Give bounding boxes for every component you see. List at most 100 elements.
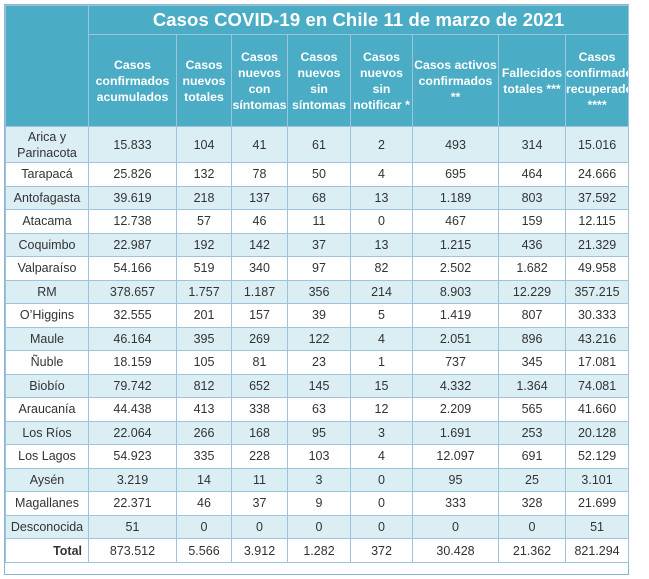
value-cell: 46 <box>231 209 288 234</box>
corner-cell <box>5 5 89 127</box>
region-name-cell: O’Higgins <box>5 303 89 328</box>
value-cell: 37 <box>231 491 288 516</box>
page-scroll-area <box>630 0 649 579</box>
total-value-cell: 821.294 <box>564 538 630 563</box>
value-cell: 15.016 <box>564 126 630 163</box>
value-cell: 18.159 <box>88 350 177 375</box>
value-cell: 145 <box>287 373 351 398</box>
value-cell: 652 <box>231 373 288 398</box>
value-cell: 8.903 <box>412 279 499 304</box>
value-cell: 896 <box>498 326 566 351</box>
value-cell: 21.699 <box>564 491 630 516</box>
region-name-cell: Biobío <box>5 373 89 398</box>
value-cell: 328 <box>498 491 566 516</box>
table-row: RM 378.657 1.757 1.187 356 214 8.903 12.229 357.… <box>5 279 630 304</box>
value-cell: 74.081 <box>564 373 630 398</box>
value-cell: 57 <box>176 209 232 234</box>
region-name-cell: Arica y Parinacota <box>5 126 89 163</box>
table-row: Antofagasta 39.619 218 137 68 13 1.189 803 37.59… <box>5 185 630 210</box>
value-cell: 2.502 <box>412 256 499 281</box>
value-cell: 3.101 <box>564 467 630 492</box>
column-header: Casos confirmados recuperados **** <box>564 34 630 127</box>
value-cell: 2.209 <box>412 397 499 422</box>
value-cell: 357.215 <box>564 279 630 304</box>
value-cell: 39 <box>287 303 351 328</box>
value-cell: 228 <box>231 444 288 469</box>
region-name-cell: RM <box>5 279 89 304</box>
value-cell: 25.826 <box>88 162 177 187</box>
value-cell: 0 <box>350 491 413 516</box>
value-cell: 4 <box>350 326 413 351</box>
value-cell: 12.738 <box>88 209 177 234</box>
value-cell: 54.166 <box>88 256 177 281</box>
table-row: Magallanes 22.371 46 37 9 0 333 328 21.699 <box>5 491 630 516</box>
value-cell: 168 <box>231 420 288 445</box>
value-cell: 1.419 <box>412 303 499 328</box>
value-cell: 253 <box>498 420 566 445</box>
region-name-cell: Coquimbo <box>5 232 89 257</box>
value-cell: 46 <box>176 491 232 516</box>
value-cell: 691 <box>498 444 566 469</box>
value-cell: 78 <box>231 162 288 187</box>
value-cell: 12 <box>350 397 413 422</box>
value-cell: 97 <box>287 256 351 281</box>
value-cell: 12.115 <box>564 209 630 234</box>
value-cell: 41 <box>231 126 288 163</box>
total-value-cell: 372 <box>350 538 413 563</box>
value-cell: 0 <box>176 514 232 539</box>
value-cell: 12.229 <box>498 279 566 304</box>
value-cell: 201 <box>176 303 232 328</box>
value-cell: 5 <box>350 303 413 328</box>
table-row: O’Higgins 32.555 201 157 39 5 1.419 807 30.333 <box>5 303 630 328</box>
value-cell: 43.216 <box>564 326 630 351</box>
value-cell: 0 <box>231 514 288 539</box>
value-cell: 157 <box>231 303 288 328</box>
value-cell: 436 <box>498 232 566 257</box>
value-cell: 1.757 <box>176 279 232 304</box>
value-cell: 0 <box>350 514 413 539</box>
table-row: Los Ríos 22.064 266 168 95 3 1.691 253 20.128 <box>5 420 630 445</box>
value-cell: 1 <box>350 350 413 375</box>
value-cell: 79.742 <box>88 373 177 398</box>
table-title: Casos COVID-19 en Chile 11 de marzo de 2… <box>87 5 630 35</box>
value-cell: 3 <box>350 420 413 445</box>
value-cell: 467 <box>412 209 499 234</box>
value-cell: 95 <box>412 467 499 492</box>
value-cell: 105 <box>176 350 232 375</box>
value-cell: 142 <box>231 232 288 257</box>
region-name-cell: Desconocida <box>5 514 89 539</box>
region-name-cell: Valparaíso <box>5 256 89 281</box>
covid-table-container: Casos COVID-19 en Chile 11 de marzo de 2… <box>4 4 630 575</box>
value-cell: 0 <box>287 514 351 539</box>
value-cell: 314 <box>498 126 566 163</box>
table-row: Araucanía 44.438 413 338 63 12 2.209 565 41.660 <box>5 397 630 422</box>
value-cell: 44.438 <box>88 397 177 422</box>
table-row: Tarapacá 25.826 132 78 50 4 695 464 24.666 <box>5 162 630 187</box>
value-cell: 68 <box>287 185 351 210</box>
value-cell: 14 <box>176 467 232 492</box>
value-cell: 37 <box>287 232 351 257</box>
value-cell: 50 <box>287 162 351 187</box>
value-cell: 4 <box>350 162 413 187</box>
table-body: Arica y Parinacota 15.833 104 41 61 2 493 314 15… <box>5 126 630 563</box>
value-cell: 0 <box>498 514 566 539</box>
value-cell: 9 <box>287 491 351 516</box>
value-cell: 81 <box>231 350 288 375</box>
value-cell: 23 <box>287 350 351 375</box>
value-cell: 1.364 <box>498 373 566 398</box>
value-cell: 737 <box>412 350 499 375</box>
region-name-cell: Maule <box>5 326 89 351</box>
value-cell: 565 <box>498 397 566 422</box>
value-cell: 22.987 <box>88 232 177 257</box>
region-name-cell: Tarapacá <box>5 162 89 187</box>
column-header: Casos nuevos sin notificar * <box>350 34 413 127</box>
value-cell: 269 <box>231 326 288 351</box>
value-cell: 192 <box>176 232 232 257</box>
region-name-cell: Ñuble <box>5 350 89 375</box>
region-name-cell: Los Lagos <box>5 444 89 469</box>
value-cell: 340 <box>231 256 288 281</box>
value-cell: 218 <box>176 185 232 210</box>
value-cell: 493 <box>412 126 499 163</box>
value-cell: 695 <box>412 162 499 187</box>
value-cell: 22.371 <box>88 491 177 516</box>
